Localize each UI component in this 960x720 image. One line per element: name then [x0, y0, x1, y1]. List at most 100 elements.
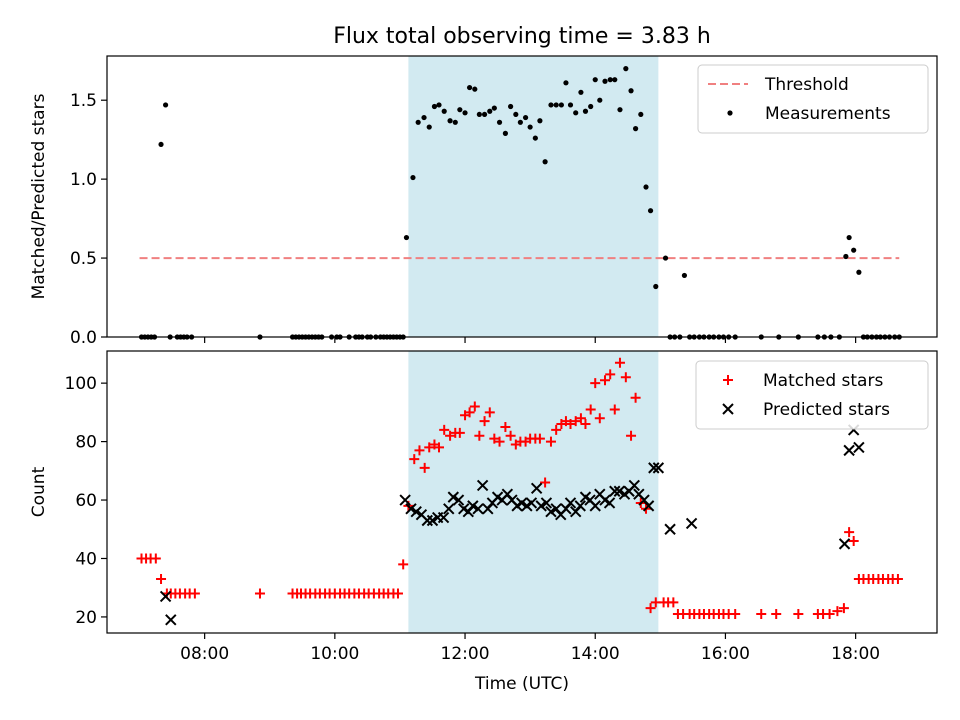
- data-point: [574, 500, 586, 512]
- data-point: [609, 404, 620, 415]
- data-point: [454, 427, 465, 438]
- axes-frame: [106, 350, 938, 634]
- data-point: [479, 416, 490, 427]
- data-point: [452, 119, 458, 125]
- data-point: [535, 500, 547, 512]
- data-point: [589, 500, 601, 512]
- legend-measurements-swatch: [727, 110, 733, 116]
- data-point: [846, 234, 852, 241]
- data-point: [525, 497, 538, 509]
- data-point: [664, 523, 676, 535]
- data-point: [462, 110, 468, 116]
- data-point: [431, 103, 438, 110]
- data-point: [843, 444, 855, 457]
- data-point: [505, 430, 516, 441]
- data-point: [605, 369, 616, 380]
- data-point: [254, 588, 265, 599]
- data-point: [851, 247, 857, 253]
- data-point: [580, 419, 591, 430]
- y-tick-label: 0.0: [70, 328, 97, 348]
- data-point: [609, 485, 621, 497]
- data-point: [502, 130, 508, 136]
- data-point: [607, 77, 613, 83]
- data-point: [563, 80, 569, 86]
- data-point: [545, 436, 556, 447]
- data-point: [457, 107, 463, 113]
- data-point: [410, 174, 416, 181]
- data-point: [565, 419, 576, 430]
- data-point: [638, 111, 644, 118]
- data-point: [410, 506, 422, 518]
- x-tick-label: 10:00: [310, 644, 359, 664]
- top-panel: 0.0 0.5 1.0 1.5 Matched/Predicted stars Thres…: [29, 55, 938, 348]
- data-point: [597, 97, 603, 103]
- data-point: [558, 102, 564, 108]
- data-point: [537, 118, 543, 124]
- data-point: [476, 479, 489, 492]
- data-point: [681, 272, 688, 279]
- data-point: [515, 497, 528, 509]
- data-point: [474, 430, 485, 441]
- data-point: [156, 573, 167, 584]
- data-point: [853, 441, 865, 454]
- data-point: [564, 497, 577, 509]
- data-point: [645, 603, 656, 614]
- legend-box: [697, 64, 929, 134]
- data-point: [662, 255, 669, 261]
- data-point: [476, 111, 482, 118]
- data-point: [487, 108, 493, 114]
- x-tick-label: 08:00: [180, 644, 229, 664]
- data-point: [500, 421, 511, 432]
- data-point: [414, 445, 425, 456]
- x-tick-label: 16:00: [701, 644, 750, 664]
- data-point: [437, 511, 450, 524]
- data-point: [165, 614, 177, 626]
- legend: Threshold Measurements: [697, 64, 929, 134]
- legend-label: Measurements: [765, 104, 891, 124]
- data-point: [575, 413, 586, 424]
- figure-title: Flux total observing time = 3.83 h: [333, 24, 711, 49]
- data-point: [527, 124, 533, 130]
- data-point: [730, 609, 741, 620]
- data-point: [496, 119, 503, 125]
- data-point: [771, 609, 782, 620]
- y-tick-label: 20: [75, 608, 97, 628]
- data-point: [409, 454, 420, 465]
- data-point: [588, 103, 594, 110]
- data-point: [534, 433, 545, 444]
- data-point: [620, 372, 631, 383]
- data-point: [628, 479, 641, 492]
- data-point: [439, 424, 450, 435]
- x-tick-label: 14:00: [571, 644, 620, 664]
- data-point: [892, 573, 903, 584]
- y-tick-label: 0.5: [70, 249, 97, 269]
- legend-label: Predicted stars: [763, 400, 890, 420]
- data-point: [421, 114, 427, 121]
- data-point: [582, 108, 589, 114]
- data-point: [612, 77, 618, 83]
- data-point: [602, 78, 608, 84]
- data-point: [162, 102, 169, 108]
- data-point: [508, 103, 514, 110]
- data-point: [445, 430, 456, 441]
- data-point: [630, 392, 641, 403]
- data-point: [623, 66, 629, 72]
- y-tick-label: 1.5: [70, 91, 97, 111]
- y-tick-label: 60: [75, 491, 97, 511]
- y-axis-label: Count: [29, 466, 49, 517]
- data-point: [652, 462, 665, 474]
- data-point: [419, 462, 430, 473]
- data-point: [653, 283, 659, 290]
- data-point: [832, 606, 843, 617]
- data-point: [573, 110, 579, 116]
- data-point: [436, 102, 442, 108]
- x-axis-label: Time (UTC): [474, 674, 569, 694]
- data-point: [472, 503, 484, 515]
- data-point: [540, 497, 553, 509]
- data-point: [481, 111, 488, 118]
- data-point: [578, 89, 584, 95]
- data-point: [158, 141, 164, 148]
- y-tick-label: 100: [65, 374, 97, 394]
- data-point: [150, 553, 161, 564]
